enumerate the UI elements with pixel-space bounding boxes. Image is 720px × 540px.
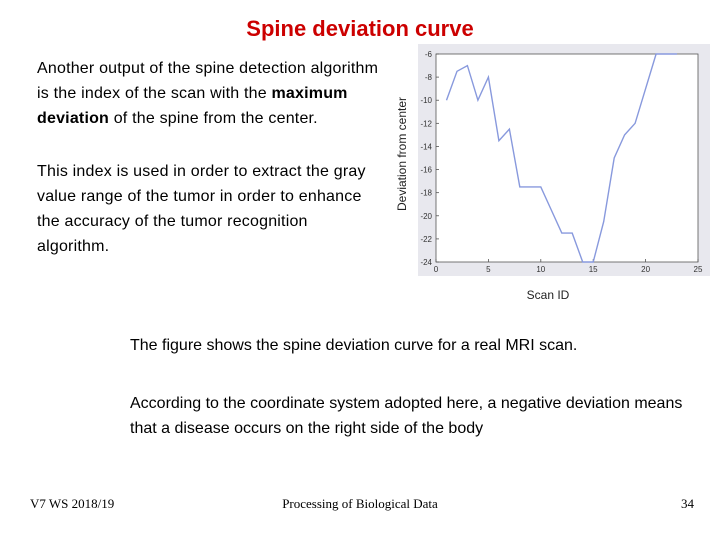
deviation-series-line	[445, 53, 677, 263]
y-tick-label: -20	[420, 212, 432, 221]
paragraph-text: Another output of the spine detection al…	[37, 60, 379, 102]
plot-area	[435, 53, 699, 263]
figure-caption: The figure shows the spine deviation cur…	[130, 337, 578, 354]
y-tick-label: -16	[420, 166, 432, 175]
paragraph-text: of the spine from the center.	[109, 110, 318, 127]
bold-term: maximum deviation	[37, 85, 348, 127]
spine-deviation-chart: -6 -8 -10 -12 -14 -16 -18 -20 -22 -24 0 5 10 15 20 25	[418, 44, 710, 276]
paragraph-max-deviation: Another output of the spine detection al…	[37, 56, 382, 131]
y-tick-label: -6	[425, 50, 433, 59]
x-tick-label: 10	[536, 265, 545, 274]
y-tick-label: -24	[420, 258, 432, 267]
coordinate-note: According to the coordinate system adopt…	[130, 395, 683, 437]
y-tick-label: -22	[420, 235, 432, 244]
y-ticks: -6 -8 -10 -12 -14 -16 -18 -20 -22 -24	[420, 50, 439, 267]
x-tick-label: 15	[589, 265, 598, 274]
x-tick-label: 0	[434, 265, 439, 274]
footer-course: V7 WS 2018/19	[30, 496, 115, 511]
paragraph-gray-value: This index is used in order to extract t…	[37, 163, 366, 255]
y-tick-label: -14	[420, 142, 432, 151]
y-tick-label: -12	[420, 119, 432, 128]
x-axis-label: Scan ID	[526, 288, 570, 302]
x-tick-label: 5	[486, 265, 491, 274]
x-ticks: 0 5 10 15 20 25	[434, 259, 703, 274]
x-tick-label: 25	[694, 265, 703, 274]
y-tick-label: -18	[420, 189, 432, 198]
page-number: 34	[681, 496, 694, 511]
x-tick-label: 20	[641, 265, 650, 274]
slide-title: Spine deviation curve	[246, 16, 474, 41]
y-tick-label: -8	[425, 73, 433, 82]
y-tick-label: -10	[420, 96, 432, 105]
footer-title: Processing of Biological Data	[282, 496, 438, 511]
